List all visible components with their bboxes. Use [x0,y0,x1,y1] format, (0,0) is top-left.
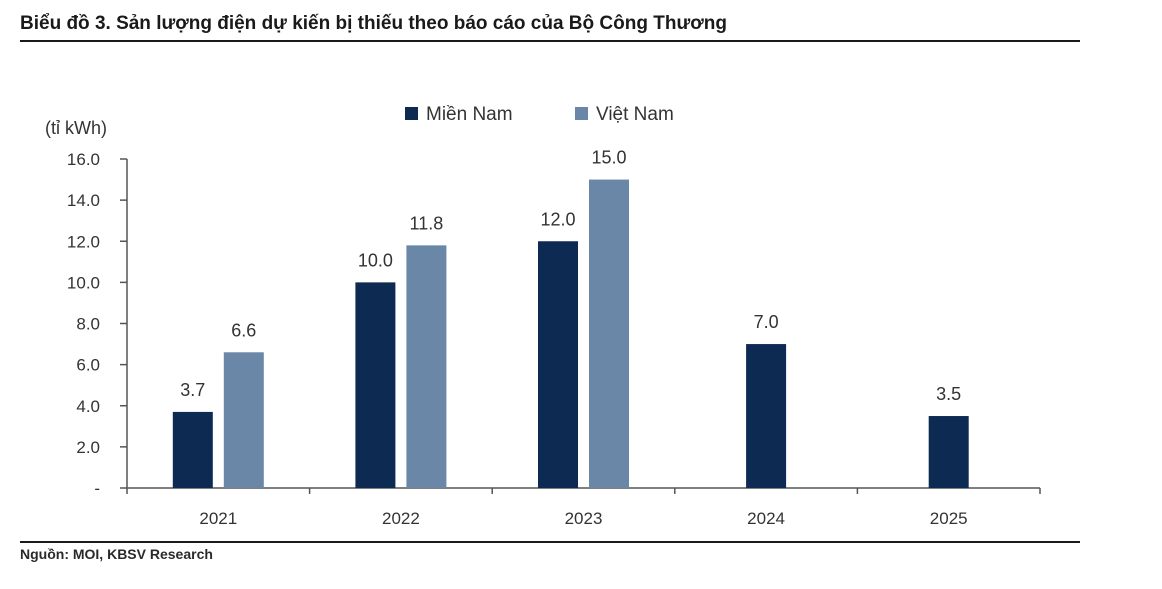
y-axis: - 2.0 4.0 6.0 8.0 10.0 12.0 14.0 16.0 [67,150,128,498]
bar-series [172,179,969,488]
data-label: 10.0 [358,250,393,270]
data-label: 6.6 [231,320,256,340]
legend-label: Việt Nam [596,104,674,125]
y-tick-label: 8.0 [76,315,100,334]
data-label: 3.5 [936,384,961,404]
y-tick-label: 2.0 [76,438,100,457]
x-tick-label: 2025 [930,509,968,528]
legend-swatch [405,107,418,120]
bar-viet-nam-2022 [406,245,447,488]
y-axis-unit-label: (tỉ kWh) [45,118,107,138]
x-tick-label: 2021 [199,509,237,528]
y-tick-label: 16.0 [67,150,100,169]
y-tick-label: - [94,479,100,498]
chart-legend: Miền Nam Việt Nam [405,104,674,125]
y-tick-label: 6.0 [76,356,100,375]
y-tick-label: 14.0 [67,191,100,210]
bar-mien-nam-2022 [355,282,396,488]
bottom-divider [20,541,1080,543]
x-tick-label: 2022 [382,509,420,528]
data-labels: 3.7 6.6 10.0 11.8 12.0 15.0 7.0 3.5 [180,148,961,404]
y-tick-label: 10.0 [67,273,100,292]
chart-title: Biểu đồ 3. Sản lượng điện dự kiến bị thi… [20,13,727,34]
x-tick-label: 2024 [747,509,785,528]
bar-mien-nam-2023 [538,241,578,488]
bar-mien-nam-2024 [746,344,787,488]
bar-mien-nam-2021 [172,411,213,488]
legend-label: Miền Nam [426,104,513,125]
x-axis: 2021 2022 2023 2024 2025 [126,487,1041,528]
data-label: 15.0 [591,148,626,168]
top-divider [20,40,1080,42]
y-tick-label: 12.0 [67,232,100,251]
bar-viet-nam-2023 [589,179,629,488]
x-tick-label: 2023 [565,509,603,528]
legend-swatch [575,107,588,120]
bar-mien-nam-2025 [928,416,969,488]
y-tick-label: 4.0 [76,397,100,416]
data-label: 12.0 [540,209,575,229]
source-note: Nguồn: MOI, KBSV Research [20,546,213,562]
data-label: 7.0 [754,312,779,332]
data-label: 3.7 [180,380,205,400]
bar-viet-nam-2021 [223,352,264,488]
data-label: 11.8 [410,213,444,233]
